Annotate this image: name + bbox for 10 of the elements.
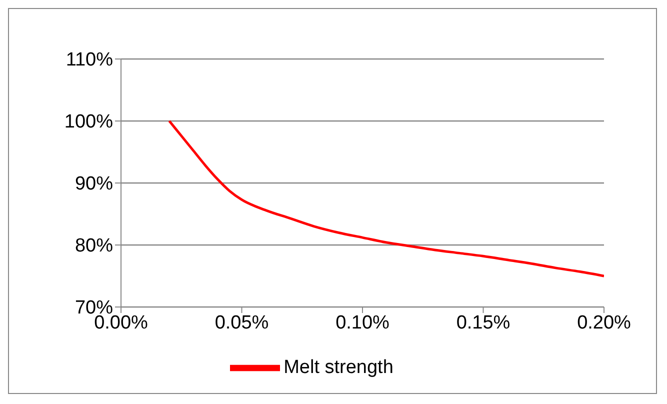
x-tick-label: 0.15% [456, 312, 510, 334]
legend-label: Melt strength [284, 357, 394, 378]
y-tick-label: 100% [64, 112, 114, 133]
x-tick-label: 0.05% [214, 312, 269, 334]
x-tick-label: 0.20% [577, 312, 632, 334]
line-series [168, 120, 604, 278]
y-tick-label: 110% [66, 50, 114, 71]
x-tick-label: 0.10% [336, 312, 390, 334]
y-tick-label: 80% [74, 236, 114, 257]
y-tick-label: 90% [74, 174, 114, 195]
